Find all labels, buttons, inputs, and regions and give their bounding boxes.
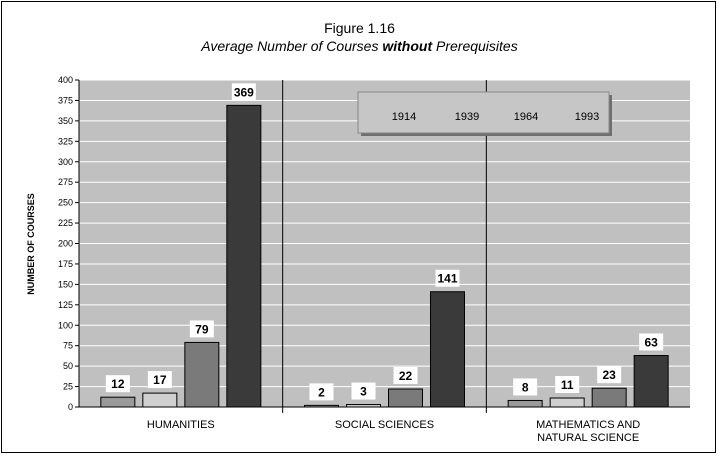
bar: [142, 392, 178, 408]
y-tick-label: 175: [58, 259, 73, 269]
data-label: 141: [437, 272, 457, 286]
data-label-box: [147, 371, 172, 389]
y-tick-label: 75: [63, 341, 73, 351]
y-tick-label: 100: [58, 320, 73, 330]
data-label-box: [105, 375, 130, 393]
bar: [304, 404, 339, 408]
data-label-box: [231, 83, 256, 101]
bar: [507, 399, 543, 408]
y-axis-label: NUMBER OF COURSES: [26, 193, 36, 295]
data-label-box: [435, 269, 460, 287]
y-tick-label: 25: [63, 382, 73, 392]
subtitle-emphasis: without: [382, 38, 433, 54]
data-label-box: [513, 378, 538, 396]
data-label: 63: [644, 335, 658, 349]
data-label-box: [309, 383, 334, 401]
category-label: NATURAL SCIENCE: [537, 432, 639, 444]
data-label: 12: [111, 377, 125, 391]
y-tick-label: 50: [63, 361, 73, 371]
data-label: 22: [399, 369, 413, 383]
category-label: SOCIAL SCIENCES: [335, 419, 434, 431]
bar: [100, 396, 136, 408]
data-label: 8: [522, 380, 529, 394]
y-tick-label: 0: [68, 402, 73, 412]
data-label: 369: [234, 85, 254, 99]
data-label: 17: [153, 373, 167, 387]
bar: [633, 354, 669, 408]
data-label: 11: [561, 378, 574, 392]
data-label: 2: [318, 385, 325, 399]
bar: [388, 388, 423, 408]
legend-entry: 1964: [514, 111, 538, 123]
legend-entry: 1939: [455, 111, 479, 123]
y-tick-label: 350: [58, 116, 73, 126]
chart-subtitle: Average Number of Courses without Prereq…: [0, 38, 719, 54]
subtitle-part-1: Average Number of Courses: [201, 38, 383, 54]
y-tick-label: 275: [58, 177, 73, 187]
y-tick-label: 325: [58, 136, 73, 146]
data-label-box: [189, 320, 214, 338]
data-label-box: [597, 366, 622, 384]
y-tick-label: 250: [58, 198, 73, 208]
legend-entry: 1914: [392, 111, 416, 123]
legend-entry: 1993: [575, 111, 599, 123]
bar: [591, 387, 627, 408]
category-label: HUMANITIES: [147, 419, 215, 431]
y-tick-label: 300: [58, 157, 73, 167]
bar: [226, 104, 262, 408]
data-label: 79: [195, 322, 209, 336]
y-tick-label: 225: [58, 218, 73, 228]
bar: [549, 397, 585, 408]
y-tick-label: 200: [58, 239, 73, 249]
bar: [346, 404, 381, 408]
data-label-box: [393, 367, 418, 385]
data-label: 3: [360, 385, 367, 399]
legend: [357, 91, 610, 134]
y-tick-label: 375: [58, 95, 73, 105]
y-tick-label: 400: [58, 75, 73, 85]
data-label: 23: [602, 368, 616, 382]
category-label: MATHEMATICS AND: [536, 419, 640, 431]
subtitle-part-3: Prerequisites: [432, 38, 518, 54]
y-tick-label: 125: [58, 300, 73, 310]
data-label-box: [351, 382, 376, 400]
data-label-box: [555, 376, 580, 394]
bar: [430, 291, 465, 408]
data-label-box: [639, 333, 664, 351]
y-tick-label: 150: [58, 279, 73, 289]
bar: [184, 341, 220, 408]
chart-title: Figure 1.16: [324, 20, 395, 36]
